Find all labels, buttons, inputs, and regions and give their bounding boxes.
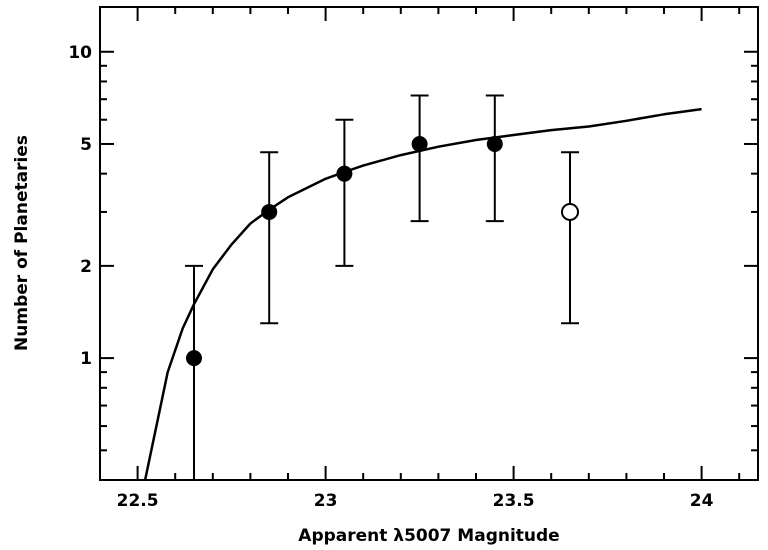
data-point — [410, 94, 429, 223]
point-marker — [261, 203, 278, 220]
point-marker — [186, 350, 202, 367]
y-axis-label: Number of Planetaries — [12, 135, 32, 351]
y-tick-label: 1 — [80, 349, 92, 369]
y-tick-label: 5 — [80, 135, 92, 155]
axis-ticks: 22.5 23 23.5 24 1 2 5 10 — [68, 7, 758, 511]
fit-curve-layer — [143, 107, 702, 481]
x-tick-label: 22.5 — [117, 491, 159, 511]
point-marker-open — [561, 202, 579, 221]
fit-curve — [143, 107, 702, 481]
x-axis-label: Apparent λ5007 Magnitude — [298, 526, 559, 546]
data-points-layer — [185, 94, 579, 480]
data-point — [335, 118, 354, 267]
point-marker — [336, 165, 353, 182]
point-marker — [486, 135, 503, 152]
plot-frame — [99, 6, 759, 481]
x-tick-label: 24 — [690, 491, 714, 511]
data-point-open — [561, 151, 579, 325]
point-marker — [411, 135, 428, 152]
data-point — [260, 151, 279, 325]
data-point — [185, 264, 203, 480]
data-point — [485, 94, 504, 223]
x-tick-label: 23.5 — [493, 491, 535, 511]
x-tick-label: 23 — [314, 491, 338, 511]
y-tick-label: 2 — [80, 257, 92, 277]
y-tick-label: 10 — [68, 43, 92, 63]
